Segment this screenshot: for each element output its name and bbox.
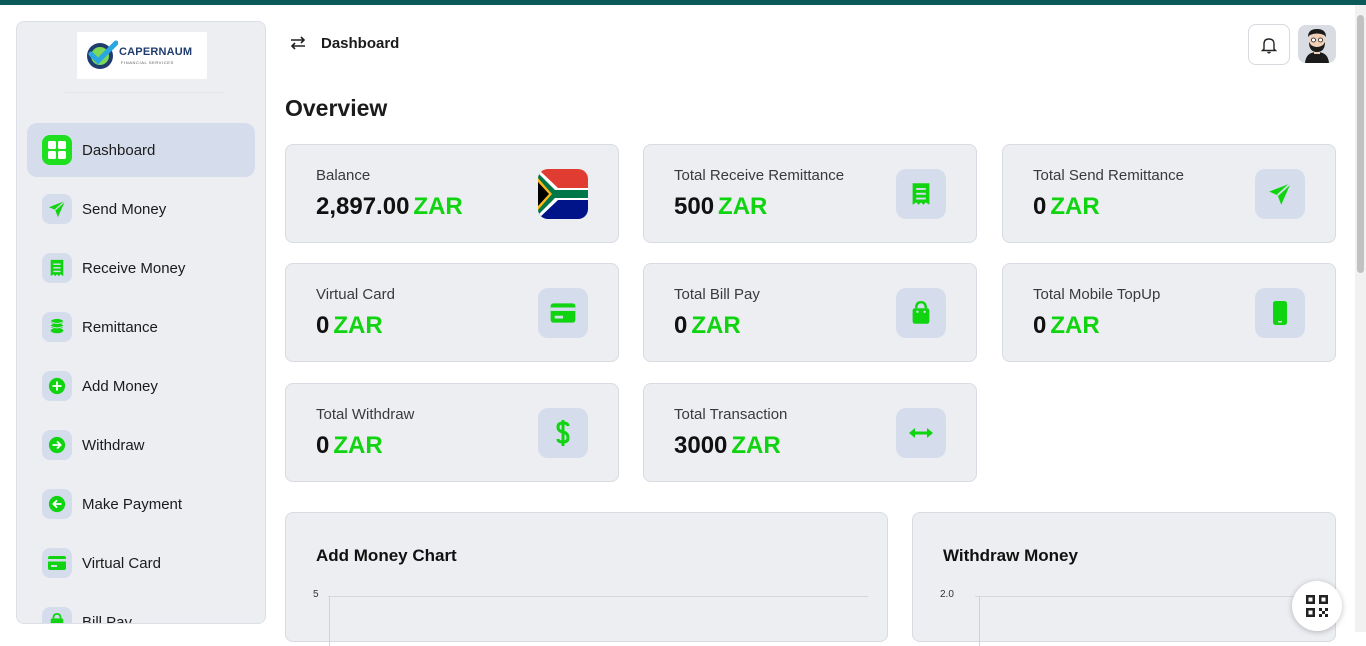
card-balance[interactable]: Balance 2,897.00 ZAR: [285, 144, 619, 243]
chart-tick-label: 5: [313, 589, 319, 600]
withdraw-money-chart: Withdraw Money 2.0: [912, 512, 1336, 646]
card-label: Total Mobile TopUp: [1033, 286, 1161, 303]
avatar-icon: [1298, 25, 1336, 63]
bag-icon: [896, 288, 946, 338]
card-label: Total Transaction: [674, 406, 788, 423]
card-virtual-card[interactable]: Virtual Card 0 ZAR: [285, 263, 619, 362]
notification-button[interactable]: [1248, 24, 1290, 65]
card-value: 2,897.00 ZAR: [316, 193, 463, 220]
logo-check-icon: [87, 40, 118, 69]
sidebar-item-label: Remittance: [82, 318, 158, 336]
card-total-send-remittance[interactable]: Total Send Remittance 0 ZAR: [1002, 144, 1336, 243]
mobile-icon: [1255, 288, 1305, 338]
sidebar-item-dashboard[interactable]: Dashboard: [27, 123, 255, 177]
card-value: 500 ZAR: [674, 193, 768, 220]
receipt-icon: [42, 253, 72, 283]
currency-label: ZAR: [413, 193, 463, 220]
chart-tick-label: 2.0: [940, 589, 954, 600]
brand-tagline: FINANCIAL SERVICES: [121, 60, 174, 65]
card-value: 0 ZAR: [674, 312, 741, 339]
currency-label: ZAR: [1050, 193, 1100, 220]
card-total-bill-pay[interactable]: Total Bill Pay 0 ZAR: [643, 263, 977, 362]
sidebar-item-send-money[interactable]: Send Money: [27, 182, 255, 236]
sidebar-item-label: Bill Pay: [82, 613, 133, 624]
sidebar-item-label: Make Payment: [82, 495, 183, 513]
card-value: 3000 ZAR: [674, 432, 781, 459]
send-icon: [1255, 169, 1305, 219]
sidebar-item-label: Withdraw: [82, 436, 145, 454]
plus-circle-icon: [42, 371, 72, 401]
bell-icon: [1261, 37, 1277, 53]
sidebar-item-label: Virtual Card: [82, 554, 161, 572]
arrow-left-circle-icon: [42, 489, 72, 519]
logo-divider: [65, 92, 225, 93]
qr-code-icon: [1306, 595, 1328, 617]
dollar-icon: [538, 408, 588, 458]
south-africa-flag-icon: [538, 169, 588, 219]
chart-gridline: [328, 596, 868, 597]
add-money-chart: Add Money Chart 5: [285, 512, 888, 646]
sidebar-item-label: Receive Money: [82, 259, 186, 277]
card-total-withdraw[interactable]: Total Withdraw 0 ZAR: [285, 383, 619, 482]
card-label: Total Send Remittance: [1033, 167, 1184, 184]
sidebar-item-label: Dashboard: [82, 141, 156, 159]
card-value: 0 ZAR: [1033, 312, 1100, 339]
currency-label: ZAR: [731, 432, 781, 459]
card-total-mobile-topup[interactable]: Total Mobile TopUp 0 ZAR: [1002, 263, 1336, 362]
page-title: Dashboard: [321, 35, 400, 52]
sidebar-item-add-money[interactable]: Add Money: [27, 359, 255, 413]
page-scrollbar[interactable]: [1355, 5, 1366, 632]
overview-heading: Overview: [285, 95, 388, 121]
sidebar-item-label: Send Money: [82, 200, 167, 218]
chart-y-axis: [979, 596, 980, 646]
sidebar-item-withdraw[interactable]: Withdraw: [27, 418, 255, 472]
scrollbar-thumb[interactable]: [1357, 15, 1364, 273]
brand-logo[interactable]: CAPERNAUM FINANCIAL SERVICES: [77, 32, 207, 79]
sidebar-item-remittance[interactable]: Remittance: [27, 300, 255, 354]
card-label: Balance: [316, 167, 371, 184]
coins-icon: [42, 312, 72, 342]
exchange-icon: [896, 408, 946, 458]
top-accent-bar: [0, 0, 1366, 5]
grid-icon: [42, 135, 72, 165]
currency-label: ZAR: [718, 193, 768, 220]
currency-label: ZAR: [1050, 312, 1100, 339]
card-total-transaction[interactable]: Total Transaction 3000 ZAR: [643, 383, 977, 482]
sidebar-item-make-payment[interactable]: Make Payment: [27, 477, 255, 531]
currency-label: ZAR: [333, 432, 383, 459]
card-label: Virtual Card: [316, 286, 395, 303]
card-icon: [538, 288, 588, 338]
chart-y-axis: [329, 596, 330, 646]
sidebar-toggle-icon[interactable]: [289, 34, 307, 52]
user-avatar[interactable]: [1298, 25, 1336, 63]
sidebar-item-receive-money[interactable]: Receive Money: [27, 241, 255, 295]
qr-code-button[interactable]: [1292, 581, 1342, 631]
chart-title: Add Money Chart: [316, 546, 457, 565]
send-icon: [42, 194, 72, 224]
currency-label: ZAR: [691, 312, 741, 339]
card-icon: [42, 548, 72, 578]
bag-icon: [42, 607, 72, 623]
card-value: 0 ZAR: [316, 432, 383, 459]
chart-gridline: [975, 596, 1315, 597]
card-total-receive-remittance[interactable]: Total Receive Remittance 500 ZAR: [643, 144, 977, 243]
chart-title: Withdraw Money: [943, 546, 1078, 565]
sidebar-item-label: Add Money: [82, 377, 158, 395]
card-label: Total Withdraw: [316, 406, 415, 423]
arrow-right-circle-icon: [42, 430, 72, 460]
card-value: 0 ZAR: [316, 312, 383, 339]
sidebar: CAPERNAUM FINANCIAL SERVICES Dashboard S…: [16, 21, 266, 624]
card-value: 0 ZAR: [1033, 193, 1100, 220]
currency-label: ZAR: [333, 312, 383, 339]
brand-name: CAPERNAUM: [119, 46, 193, 58]
card-label: Total Bill Pay: [674, 286, 760, 303]
sidebar-item-virtual-card[interactable]: Virtual Card: [27, 536, 255, 590]
sidebar-item-bill-pay[interactable]: Bill Pay: [27, 595, 255, 624]
card-label: Total Receive Remittance: [674, 167, 845, 184]
receipt-icon: [896, 169, 946, 219]
